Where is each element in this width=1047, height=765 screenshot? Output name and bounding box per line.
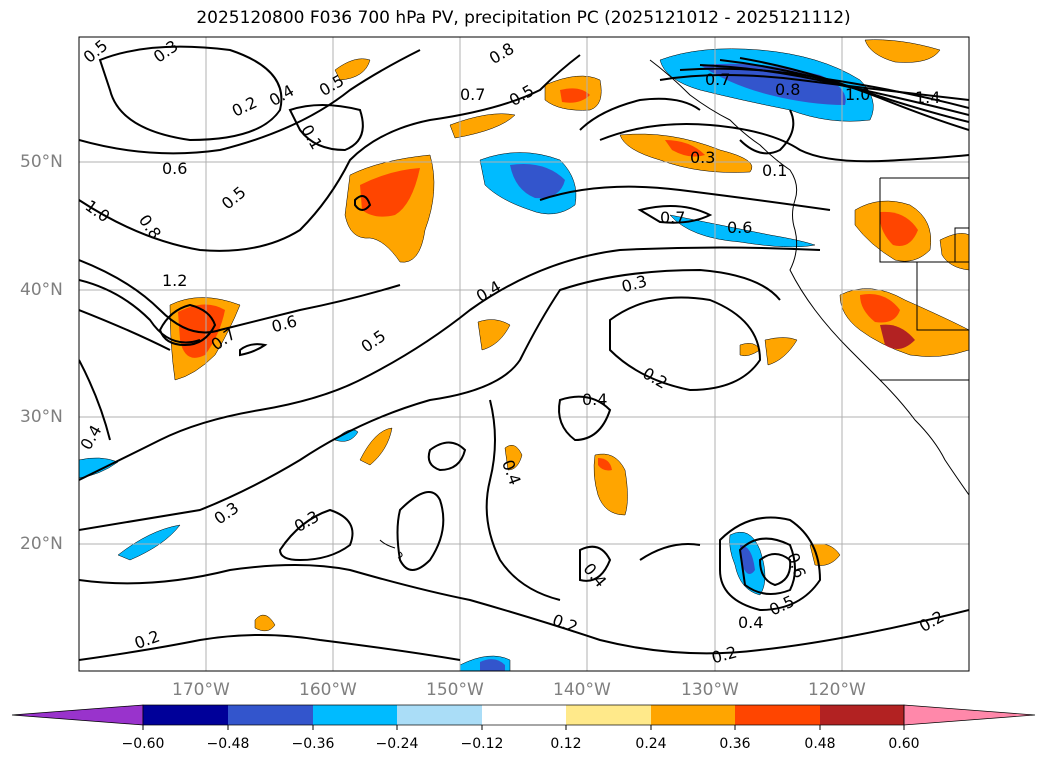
- contour-label: 0.1: [762, 161, 787, 180]
- precip-pos-6: [334, 58, 371, 81]
- precip-neg-small-1: [334, 429, 359, 442]
- precip-pos-5: [449, 113, 516, 139]
- precip-pos-16: [504, 444, 523, 471]
- precip-pos-12: [359, 427, 393, 466]
- lat-label-40n: 40°N: [20, 280, 63, 300]
- precip-pos-4-core: [665, 140, 705, 157]
- precip-pos-18: [254, 614, 276, 632]
- contour-label: 0.7: [660, 208, 685, 227]
- precip-pos-1-core: [360, 168, 420, 217]
- precip-neg-bottom-core: [480, 659, 505, 671]
- precip-pos-7: [864, 39, 941, 63]
- colorbar-extend-high: [903, 704, 1036, 726]
- precip-pos-3-core: [560, 88, 590, 103]
- colorbar-swatch: [397, 705, 482, 725]
- lat-label-50n: 50°N: [20, 152, 63, 172]
- colorbar-tick-label: 0.60: [888, 736, 919, 752]
- lon-label-130w: 130°W: [681, 680, 739, 700]
- precip-pos-9-core: [860, 294, 900, 323]
- colorbar-tick-label: −0.12: [461, 736, 504, 752]
- precip-pos-11: [593, 453, 628, 516]
- colorbar-tick-label: −0.24: [376, 736, 419, 752]
- precip-neg-south-core: [740, 545, 755, 574]
- precip-pos-9-max: [880, 324, 915, 349]
- colorbar-swatch: [313, 705, 397, 725]
- colorbar-tick-label: −0.48: [207, 736, 250, 752]
- colorbar-extend-low: [11, 704, 144, 726]
- contour-label: 0.6: [162, 159, 187, 178]
- precip-neg-west: [117, 524, 181, 561]
- lon-label-160w: 160°W: [299, 680, 357, 700]
- precip-pos-8-core: [879, 211, 918, 246]
- contour-label: 0.4: [738, 613, 763, 632]
- map-frame: [78, 36, 970, 672]
- colorbar-swatch: [143, 705, 228, 725]
- precip-pos-13: [477, 319, 511, 351]
- colorbar-swatch: [566, 705, 651, 725]
- colorbar-tick-label: 0.48: [804, 736, 835, 752]
- colorbar-tick-label: 0.12: [550, 736, 581, 752]
- map-plot-area: 0.5 0.3 0.2 0.4 0.5 0.8 0.7 0.5 0.7 0.8 …: [79, 37, 969, 671]
- colorbar-tick-label: 0.24: [635, 736, 666, 752]
- colorbar-swatch: [228, 705, 313, 725]
- lon-label-120w: 120°W: [808, 680, 866, 700]
- precip-neg-mid-core: [510, 164, 565, 199]
- lon-label-150w: 150°W: [426, 680, 484, 700]
- colorbar-tick-label: −0.36: [292, 736, 335, 752]
- contour-label: 0.3: [690, 148, 715, 167]
- contour-label: 0.6: [727, 218, 752, 237]
- contour-label: 0.7: [460, 85, 485, 104]
- colorbar-tick-label: −0.60: [122, 736, 165, 752]
- lon-label-140w: 140°W: [553, 680, 611, 700]
- coastlines: [379, 59, 969, 559]
- map-grid: [79, 37, 969, 671]
- colorbar-swatch: [651, 705, 735, 725]
- map-title: 2025120800 F036 700 hPa PV, precipitatio…: [196, 8, 851, 28]
- colorbar-swatch: [735, 705, 820, 725]
- precip-pos-11-core: [598, 458, 612, 471]
- contour-label: 1.4: [915, 88, 940, 107]
- lat-label-30n: 30°N: [20, 407, 63, 427]
- lat-label-20n: 20°N: [20, 534, 63, 554]
- colorbar: −0.60 −0.48 −0.36 −0.24 −0.12 0.12 0.24 …: [11, 704, 1036, 752]
- contour-label: 1.0: [845, 85, 870, 104]
- contour-label: 0.7: [705, 70, 730, 89]
- colorbar-swatch: [820, 705, 904, 725]
- contour-label: 1.2: [162, 271, 187, 290]
- colorbar-tick-label: 0.36: [719, 736, 750, 752]
- precip-pos-14: [764, 337, 798, 366]
- pv-contours: [79, 45, 969, 661]
- contour-label: 0.4: [582, 390, 607, 409]
- lon-label-170w: 170°W: [172, 680, 230, 700]
- contour-label: 0.8: [775, 80, 800, 99]
- colorbar-swatch: [482, 705, 566, 725]
